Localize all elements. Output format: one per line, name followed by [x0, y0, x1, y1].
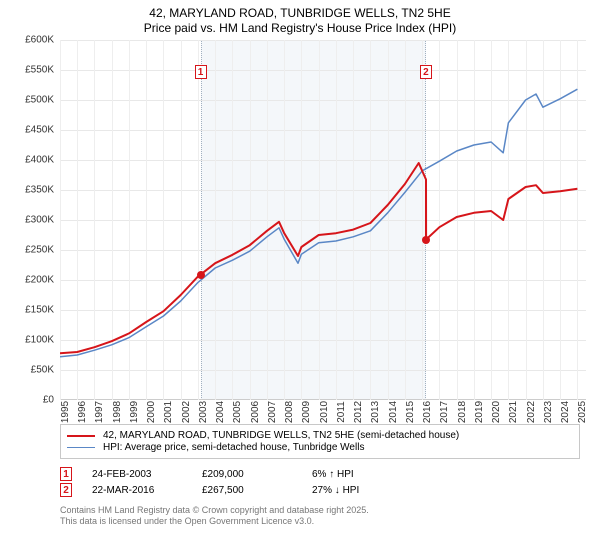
y-tick-label: £300K: [25, 215, 54, 226]
x-tick-label: 2011: [336, 401, 347, 423]
legend-swatch: [67, 435, 95, 437]
x-tick-label: 2003: [198, 401, 209, 423]
legend-label: HPI: Average price, semi-detached house,…: [103, 442, 364, 453]
legend-label: 42, MARYLAND ROAD, TUNBRIDGE WELLS, TN2 …: [103, 430, 459, 441]
x-tick-label: 1999: [129, 401, 140, 423]
x-tick-label: 2005: [232, 401, 243, 423]
x-tick-label: 2008: [284, 401, 295, 423]
footnote-line-1: Contains HM Land Registry data © Crown c…: [60, 505, 580, 516]
x-tick-label: 1995: [60, 401, 71, 423]
sale-row-marker: 1: [60, 467, 72, 481]
x-tick-label: 2010: [319, 401, 330, 423]
x-tick-label: 2009: [301, 401, 312, 423]
x-tick-label: 2006: [250, 401, 261, 423]
x-tick-label: 2023: [543, 401, 554, 423]
y-tick-label: £600K: [25, 35, 54, 46]
footnote: Contains HM Land Registry data © Crown c…: [60, 505, 580, 527]
chart-area: £0 £50K £100K £150K £200K £250K £300K £350K £400…: [16, 40, 586, 420]
sale-dot-1: [197, 271, 205, 279]
series-price_paid: [60, 163, 577, 353]
x-tick-label: 2012: [353, 401, 364, 423]
y-tick-label: £500K: [25, 95, 54, 106]
chart-title-block: 42, MARYLAND ROAD, TUNBRIDGE WELLS, TN2 …: [10, 6, 590, 36]
y-tick-label: £200K: [25, 275, 54, 286]
x-tick-label: 2017: [439, 401, 450, 423]
x-tick-label: 2022: [526, 401, 537, 423]
x-tick-label: 2024: [560, 401, 571, 423]
sales-table: 1 24-FEB-2003 £209,000 6% ↑ HPI 2 22-MAR-2016…: [60, 467, 580, 497]
x-tick-label: 2004: [215, 401, 226, 423]
legend-row: HPI: Average price, semi-detached house,…: [67, 442, 573, 453]
y-tick-label: £100K: [25, 335, 54, 346]
chart-svg: [60, 40, 586, 400]
y-tick-label: £50K: [31, 365, 54, 376]
legend-swatch: [67, 447, 95, 448]
sale-row-1: 1 24-FEB-2003 £209,000 6% ↑ HPI: [60, 467, 580, 481]
x-tick-label: 2007: [267, 401, 278, 423]
x-tick-label: 2015: [405, 401, 416, 423]
y-tick-label: £0: [43, 395, 54, 406]
price-drop-line: [425, 180, 427, 240]
x-tick-label: 2025: [577, 401, 588, 423]
sale-price: £267,500: [202, 485, 292, 496]
x-tick-label: 2013: [370, 401, 381, 423]
sale-hpi-delta: 27% ↓ HPI: [312, 485, 402, 496]
y-axis: £0£50K£100K£150K£200K£250K£300K£350K£400…: [16, 40, 60, 400]
y-tick-label: £350K: [25, 185, 54, 196]
sale-marker-2: 2: [420, 65, 432, 79]
y-tick-label: £400K: [25, 155, 54, 166]
x-tick-label: 2021: [508, 401, 519, 423]
x-tick-label: 2019: [474, 401, 485, 423]
x-tick-label: 2020: [491, 401, 502, 423]
x-tick-label: 1998: [112, 401, 123, 423]
x-tick-label: 2000: [146, 401, 157, 423]
plot-region: 12: [60, 40, 586, 400]
x-tick-label: 2016: [422, 401, 433, 423]
x-axis: 1995 1996 1997 1998 1999 2000 2001 2002 2003 2004…: [60, 400, 586, 430]
x-tick-label: 2018: [457, 401, 468, 423]
legend-row: 42, MARYLAND ROAD, TUNBRIDGE WELLS, TN2 …: [67, 430, 573, 441]
title-line-1: 42, MARYLAND ROAD, TUNBRIDGE WELLS, TN2 …: [10, 6, 590, 21]
sale-marker-1: 1: [195, 65, 207, 79]
x-tick-label: 2002: [181, 401, 192, 423]
series-hpi: [60, 89, 577, 357]
sale-price: £209,000: [202, 469, 292, 480]
y-tick-label: £250K: [25, 245, 54, 256]
sale-hpi-delta: 6% ↑ HPI: [312, 469, 402, 480]
title-line-2: Price paid vs. HM Land Registry's House …: [10, 21, 590, 36]
footnote-line-2: This data is licensed under the Open Gov…: [60, 516, 580, 527]
sale-date: 24-FEB-2003: [92, 469, 182, 480]
sale-row-marker: 2: [60, 483, 72, 497]
y-tick-label: £550K: [25, 65, 54, 76]
x-tick-label: 1997: [94, 401, 105, 423]
y-tick-label: £450K: [25, 125, 54, 136]
x-tick-label: 2014: [388, 401, 399, 423]
x-tick-label: 1996: [77, 401, 88, 423]
x-tick-label: 2001: [163, 401, 174, 423]
y-tick-label: £150K: [25, 305, 54, 316]
sale-date: 22-MAR-2016: [92, 485, 182, 496]
sale-row-2: 2 22-MAR-2016 £267,500 27% ↓ HPI: [60, 483, 580, 497]
